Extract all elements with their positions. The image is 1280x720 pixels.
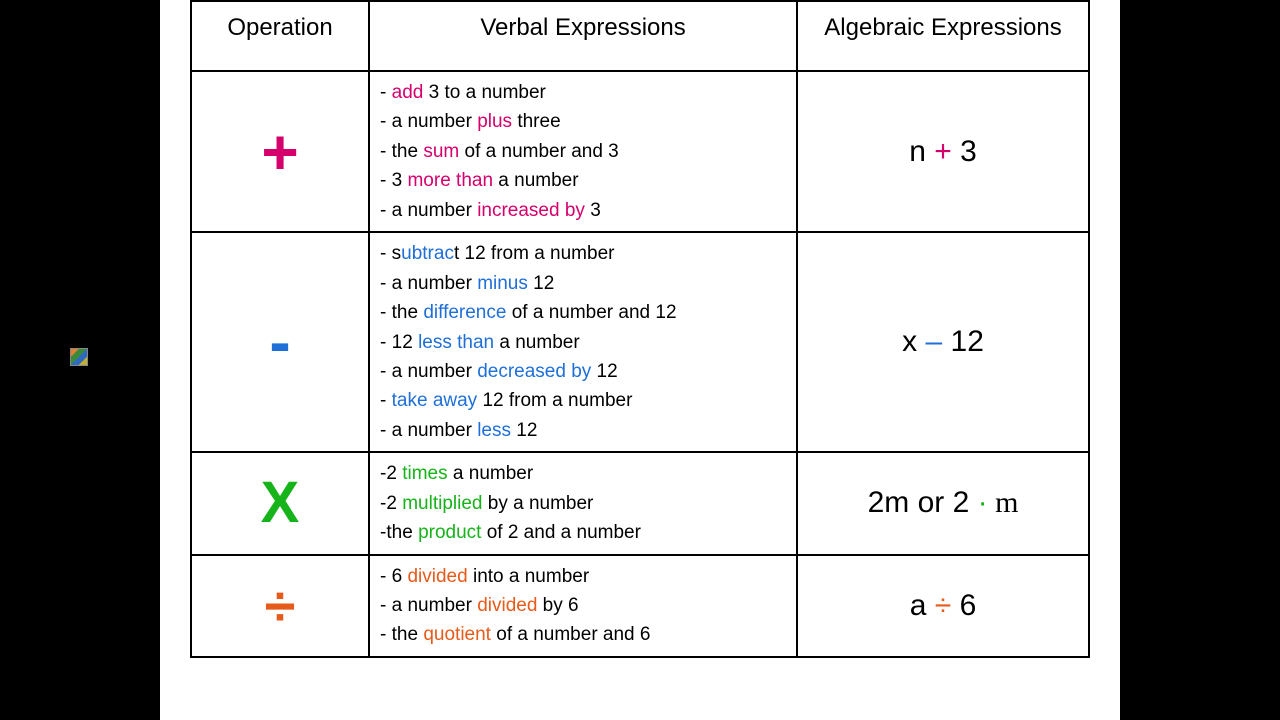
- verbal-line: - 6 divided into a number: [380, 562, 786, 591]
- add-algebraic: n + 3: [797, 71, 1089, 232]
- add-verbal: - add 3 to a number- a number plus three…: [369, 71, 797, 232]
- header-algebraic: Algebraic Expressions: [797, 1, 1089, 71]
- verbal-line: -the product of 2 and a number: [380, 518, 786, 547]
- verbal-line: - take away 12 from a number: [380, 386, 786, 415]
- add-symbol: +: [191, 71, 369, 232]
- verbal-line: - a number less 12: [380, 416, 786, 445]
- verbal-line: -2 times a number: [380, 459, 786, 488]
- header-operation: Operation: [191, 1, 369, 71]
- verbal-line: - 12 less than a number: [380, 328, 786, 357]
- document-page: Operation Verbal Expressions Algebraic E…: [160, 0, 1120, 720]
- verbal-line: - add 3 to a number: [380, 78, 786, 107]
- verbal-line: -2 multiplied by a number: [380, 489, 786, 518]
- table-row-add: +- add 3 to a number- a number plus thre…: [191, 71, 1089, 232]
- table-row-divide: ÷- 6 divided into a number- a number div…: [191, 555, 1089, 657]
- divide-verbal: - 6 divided into a number- a number divi…: [369, 555, 797, 657]
- divide-algebraic: a ÷ 6: [797, 555, 1089, 657]
- verbal-line: - 3 more than a number: [380, 166, 786, 195]
- multiply-verbal: -2 times a number-2 multiplied by a numb…: [369, 452, 797, 554]
- expressions-table: Operation Verbal Expressions Algebraic E…: [190, 0, 1090, 658]
- subtract-symbol: -: [191, 232, 369, 452]
- verbal-line: - subtract 12 from a number: [380, 239, 786, 268]
- verbal-line: - a number minus 12: [380, 269, 786, 298]
- verbal-line: - a number divided by 6: [380, 591, 786, 620]
- divide-symbol: ÷: [191, 555, 369, 657]
- table-header-row: Operation Verbal Expressions Algebraic E…: [191, 1, 1089, 71]
- multiply-symbol: X: [191, 452, 369, 554]
- verbal-line: - the difference of a number and 12: [380, 298, 786, 327]
- subtract-verbal: - subtract 12 from a number- a number mi…: [369, 232, 797, 452]
- subtract-algebraic: x – 12: [797, 232, 1089, 452]
- table-row-subtract: -- subtract 12 from a number- a number m…: [191, 232, 1089, 452]
- multiply-algebraic: 2m or 2 · m: [797, 452, 1089, 554]
- verbal-line: - a number plus three: [380, 107, 786, 136]
- verbal-line: - the sum of a number and 3: [380, 137, 786, 166]
- header-verbal: Verbal Expressions: [369, 1, 797, 71]
- verbal-line: - a number increased by 3: [380, 196, 786, 225]
- verbal-line: - a number decreased by 12: [380, 357, 786, 386]
- verbal-line: - the quotient of a number and 6: [380, 620, 786, 649]
- table-row-multiply: X-2 times a number-2 multiplied by a num…: [191, 452, 1089, 554]
- broken-image-icon: [70, 348, 88, 366]
